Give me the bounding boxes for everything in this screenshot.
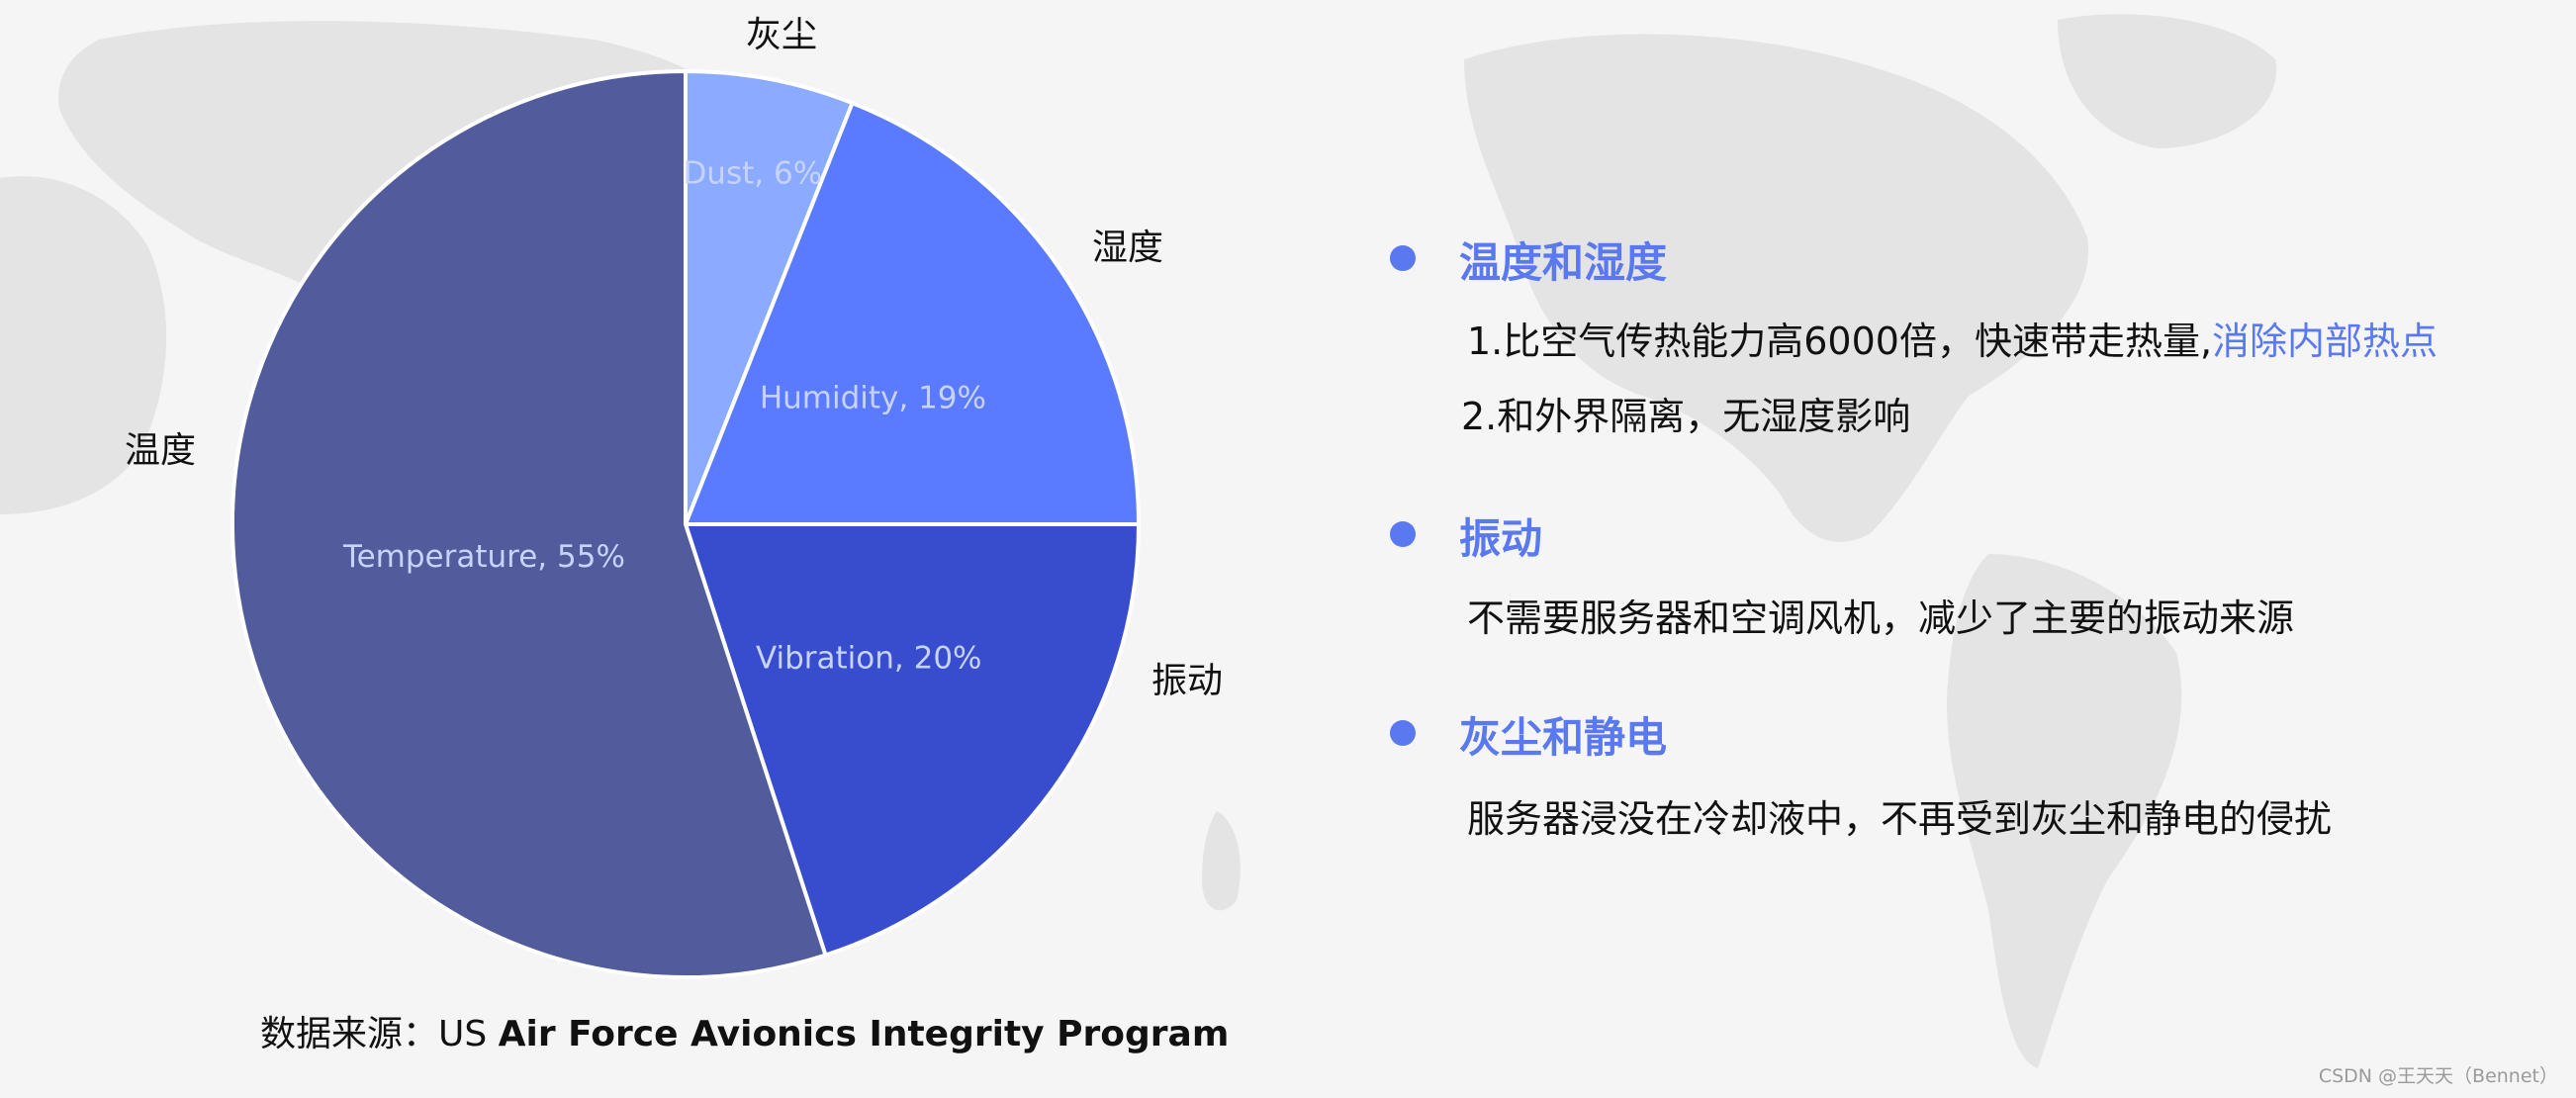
pie-slice-dust [684,68,856,525]
pie-slice-vibration [683,522,1142,959]
bullet-dot-2 [1390,521,1416,547]
pie-label-vibration: Vibration, 20% [756,641,982,677]
heading-vibration: 振动 [1459,514,1543,563]
map-south-america [1947,554,2182,1068]
pie-label-dust: Dust, 6% [683,156,822,192]
line-dust-static: 服务器浸没在冷却液中，不再受到灰尘和静电的侵扰 [1467,797,2333,841]
outer-label-temperature: 温度 [124,430,197,471]
heading-dust-static: 灰尘和静电 [1459,713,1668,762]
bullet-dot-3 [1390,720,1416,746]
bullet-dot-1 [1390,245,1416,271]
line-isolation: 2.和外界隔离，无湿度影响 [1461,395,1911,438]
line-heat-transfer-highlight: 消除内部热点 [2212,320,2438,363]
pie-inner-labels: Dust, 6% Humidity, 19% Vibration, 20% Tempe… [342,156,986,677]
pie-slices [230,68,1142,979]
map-new-zealand [1202,811,1241,911]
line-vibration: 不需要服务器和空调风机，减少了主要的振动来源 [1467,596,2295,640]
data-source: 数据来源：US Air Force Avionics Integrity Pro… [260,1005,1229,1056]
pie-slice-temperature [230,68,829,979]
data-source-prefix: 数据来源：US [260,1014,499,1054]
heading-temp-humidity: 温度和湿度 [1459,238,1668,287]
map-africa [0,176,167,514]
watermark: CSDN @王天天（Bennet） [2318,1065,2558,1087]
outer-label-humidity: 湿度 [1091,228,1164,268]
data-source-program: Air Force Avionics Integrity Program [498,1014,1230,1054]
outer-label-dust: 灰尘 [745,15,818,55]
pie-slice-humidity [683,100,1142,526]
pie-label-temperature: Temperature, 55% [342,539,625,575]
line-heat-transfer: 1.比空气传热能力高6000倍，快速带走热量,消除内部热点 [1467,311,2438,365]
pie-label-humidity: Humidity, 19% [760,380,986,415]
map-north-america [1464,34,2089,542]
map-greenland [2058,14,2277,148]
line-heat-transfer-text: 1.比空气传热能力高6000倍，快速带走热量, [1467,320,2213,363]
outer-label-vibration: 振动 [1150,661,1224,701]
